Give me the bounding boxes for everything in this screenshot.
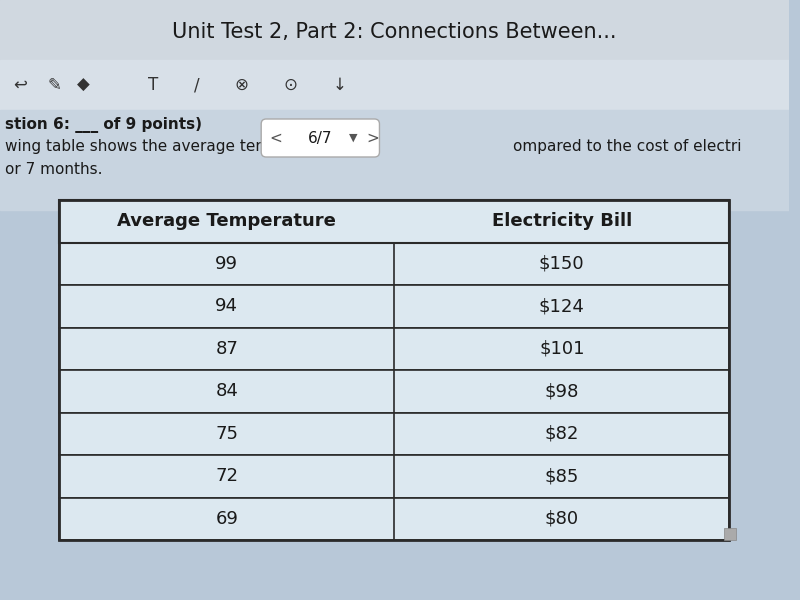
Text: $80: $80 xyxy=(545,510,579,528)
Text: T: T xyxy=(148,76,158,94)
Text: 87: 87 xyxy=(215,340,238,358)
Text: ompared to the cost of electri: ompared to the cost of electri xyxy=(513,139,741,154)
Bar xyxy=(59,455,730,497)
Text: ✎: ✎ xyxy=(47,76,61,94)
Text: $101: $101 xyxy=(539,340,585,358)
Text: ⊙: ⊙ xyxy=(284,76,298,94)
Bar xyxy=(0,0,789,60)
Text: 69: 69 xyxy=(215,510,238,528)
Bar xyxy=(59,370,730,413)
Text: <: < xyxy=(270,130,282,145)
Bar xyxy=(59,413,730,455)
Text: 94: 94 xyxy=(215,297,238,315)
Bar xyxy=(725,528,736,540)
Text: stion 6: ___ of 9 points): stion 6: ___ of 9 points) xyxy=(5,117,202,133)
Text: Electricity Bill: Electricity Bill xyxy=(492,212,632,230)
Text: wing table shows the average temp.: wing table shows the average temp. xyxy=(5,139,285,154)
Text: >: > xyxy=(366,130,379,145)
FancyBboxPatch shape xyxy=(261,119,379,157)
Bar xyxy=(59,200,730,540)
Text: Unit Test 2, Part 2: Connections Between...: Unit Test 2, Part 2: Connections Between… xyxy=(172,22,617,42)
Bar xyxy=(0,60,789,110)
Bar xyxy=(59,200,730,242)
Text: $124: $124 xyxy=(539,297,585,315)
Text: ▼: ▼ xyxy=(349,133,357,143)
Text: or 7 months.: or 7 months. xyxy=(5,163,102,178)
Text: ⊗: ⊗ xyxy=(234,76,249,94)
Text: $150: $150 xyxy=(539,255,585,273)
Text: Average Temperature: Average Temperature xyxy=(118,212,336,230)
Text: 72: 72 xyxy=(215,467,238,485)
Text: $82: $82 xyxy=(545,425,579,443)
Text: $98: $98 xyxy=(545,382,579,400)
Text: 6/7: 6/7 xyxy=(308,130,333,145)
Text: ◆: ◆ xyxy=(78,76,90,94)
Text: /: / xyxy=(194,76,200,94)
Bar xyxy=(59,200,730,540)
Bar xyxy=(59,285,730,328)
Text: 84: 84 xyxy=(215,382,238,400)
Bar xyxy=(59,242,730,285)
Bar xyxy=(59,328,730,370)
Text: ↓: ↓ xyxy=(333,76,347,94)
Bar xyxy=(59,200,730,242)
Bar xyxy=(0,110,789,210)
Text: $85: $85 xyxy=(545,467,579,485)
Text: ↩: ↩ xyxy=(13,76,26,94)
Text: 75: 75 xyxy=(215,425,238,443)
Bar xyxy=(59,497,730,540)
Text: 99: 99 xyxy=(215,255,238,273)
